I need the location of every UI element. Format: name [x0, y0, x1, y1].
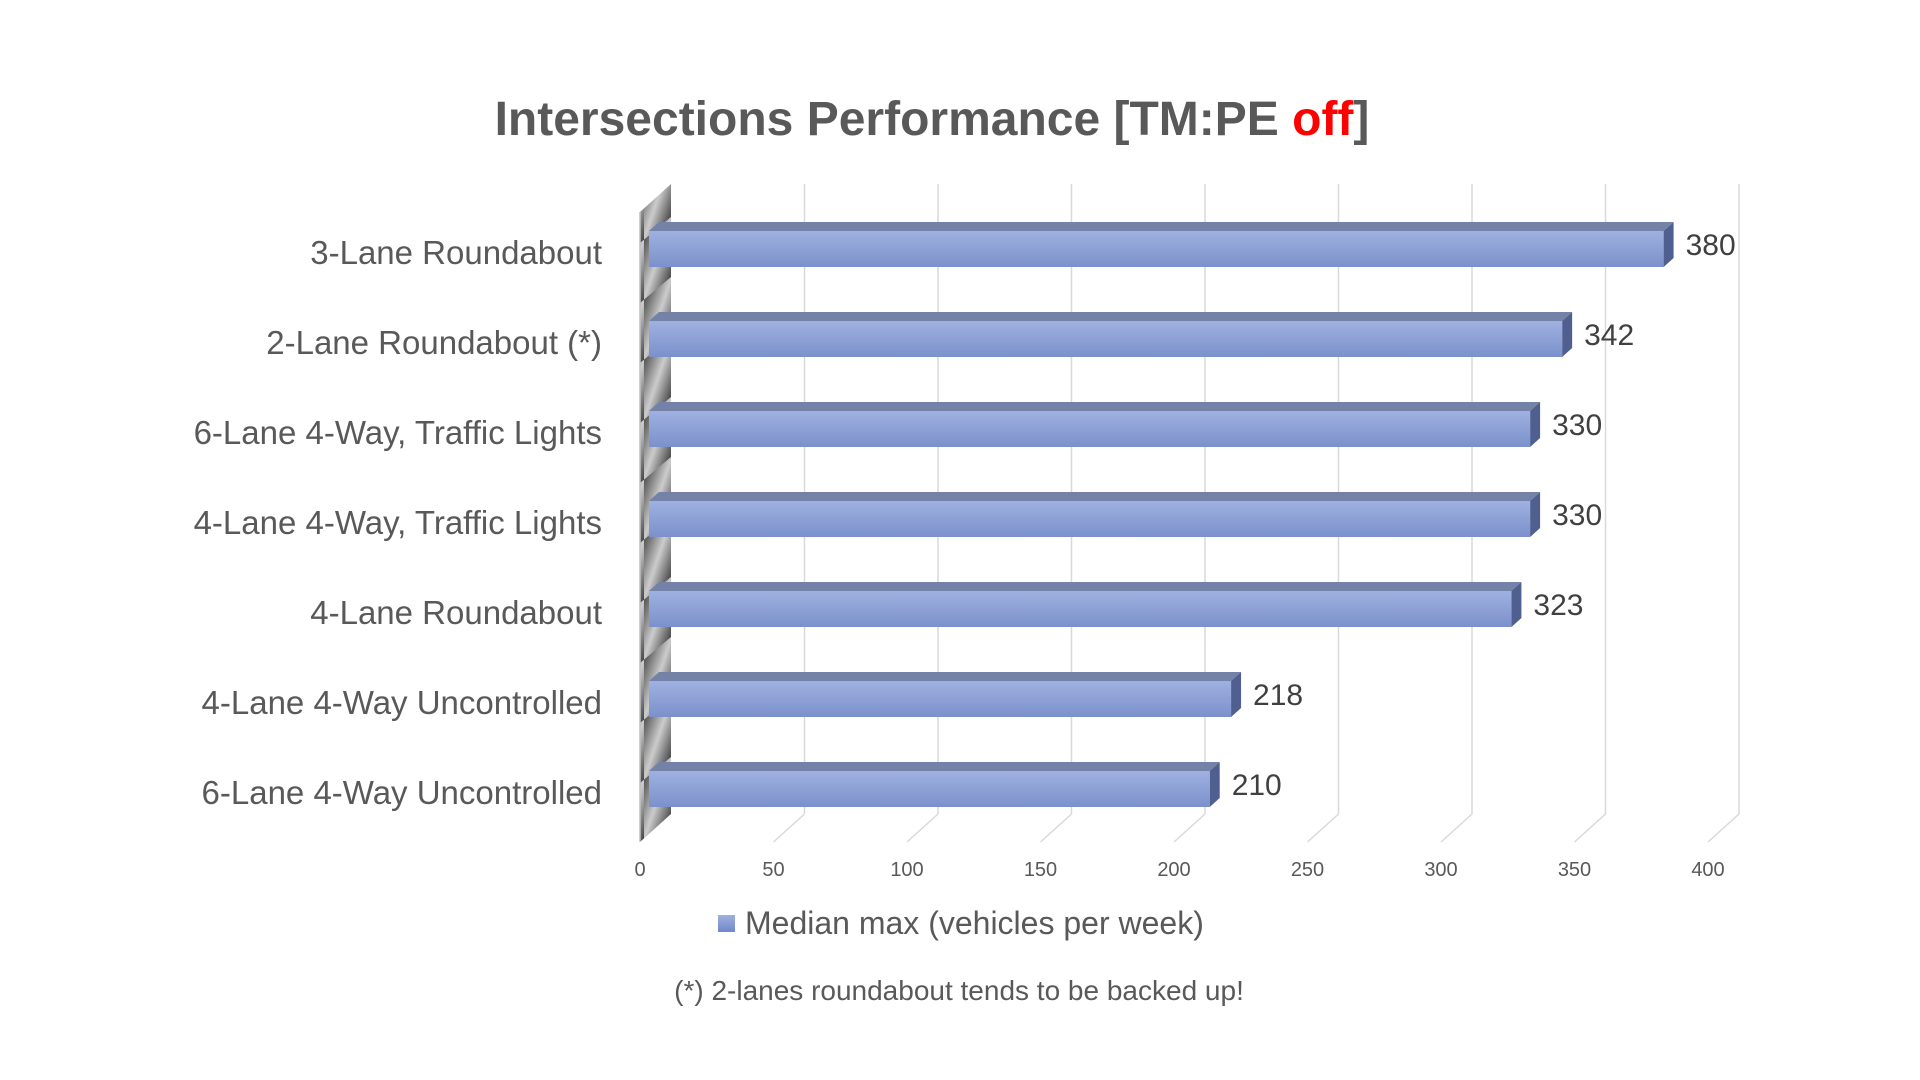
category-label: 4-Lane 4-Way, Traffic Lights	[194, 504, 602, 541]
gridline-floor	[1173, 813, 1206, 843]
bar	[649, 411, 1531, 447]
x-tick-label: 150	[1024, 859, 1057, 881]
title-main: Intersections Performance [TM:PE	[494, 93, 1293, 146]
bar-side	[1231, 672, 1242, 717]
category-label: 4-Lane Roundabout	[310, 594, 602, 631]
bar-top	[649, 672, 1242, 681]
x-tick-label: 50	[762, 859, 784, 881]
legend: Median max (vehicles per week)	[718, 905, 1204, 942]
gridline-floor	[1306, 813, 1340, 843]
bar-top	[649, 222, 1674, 231]
bar	[649, 231, 1664, 267]
category-label: 6-Lane 4-Way, Traffic Lights	[194, 414, 602, 451]
x-tick-label: 400	[1691, 859, 1724, 881]
bar-top	[649, 402, 1541, 411]
gridline-floor	[1573, 813, 1607, 843]
chart-title: Intersections Performance [TM:PE off]	[0, 92, 1864, 147]
bar	[649, 501, 1531, 537]
data-label: 330	[1552, 499, 1602, 532]
bar-side	[1663, 222, 1674, 267]
x-tick-label: 200	[1157, 859, 1190, 881]
category-label: 2-Lane Roundabout (*)	[266, 324, 602, 361]
x-tick-label: 350	[1558, 859, 1591, 881]
gridline-floor	[1039, 813, 1073, 843]
gridline-floor	[1440, 813, 1473, 843]
data-label: 210	[1232, 769, 1282, 802]
x-tick-label: 250	[1291, 859, 1324, 881]
x-tick-label: 300	[1424, 859, 1457, 881]
data-label: 323	[1533, 589, 1583, 622]
gridline-floor	[772, 813, 806, 843]
bar-side	[1562, 312, 1573, 357]
data-label: 218	[1253, 679, 1303, 712]
category-label: 4-Lane 4-Way Uncontrolled	[202, 684, 602, 721]
x-tick-label: 0	[634, 859, 645, 881]
bar-side	[1209, 762, 1220, 807]
legend-label: Median max (vehicles per week)	[745, 905, 1204, 941]
bar-side	[1530, 492, 1541, 537]
bar-top	[649, 312, 1573, 321]
data-label: 342	[1584, 319, 1634, 352]
category-label: 3-Lane Roundabout	[310, 234, 602, 271]
category-label: 6-Lane 4-Way Uncontrolled	[202, 774, 602, 811]
bar	[649, 681, 1232, 717]
bar	[649, 591, 1512, 627]
bar	[649, 321, 1563, 357]
x-tick-label: 100	[890, 859, 923, 881]
bar-side	[1530, 402, 1541, 447]
bar-top	[649, 492, 1541, 501]
title-highlight: off	[1292, 93, 1354, 146]
bar-top	[649, 762, 1220, 771]
data-label: 380	[1686, 229, 1736, 262]
footnote: (*) 2-lanes roundabout tends to be backe…	[674, 975, 1244, 1006]
bar-side	[1511, 582, 1522, 627]
bar-top	[649, 582, 1522, 591]
bar	[649, 771, 1210, 807]
gridline-floor	[1707, 813, 1740, 843]
legend-swatch	[718, 915, 735, 932]
gridline-floor	[906, 813, 939, 843]
title-end: ]	[1353, 93, 1370, 146]
data-label: 330	[1552, 409, 1602, 442]
